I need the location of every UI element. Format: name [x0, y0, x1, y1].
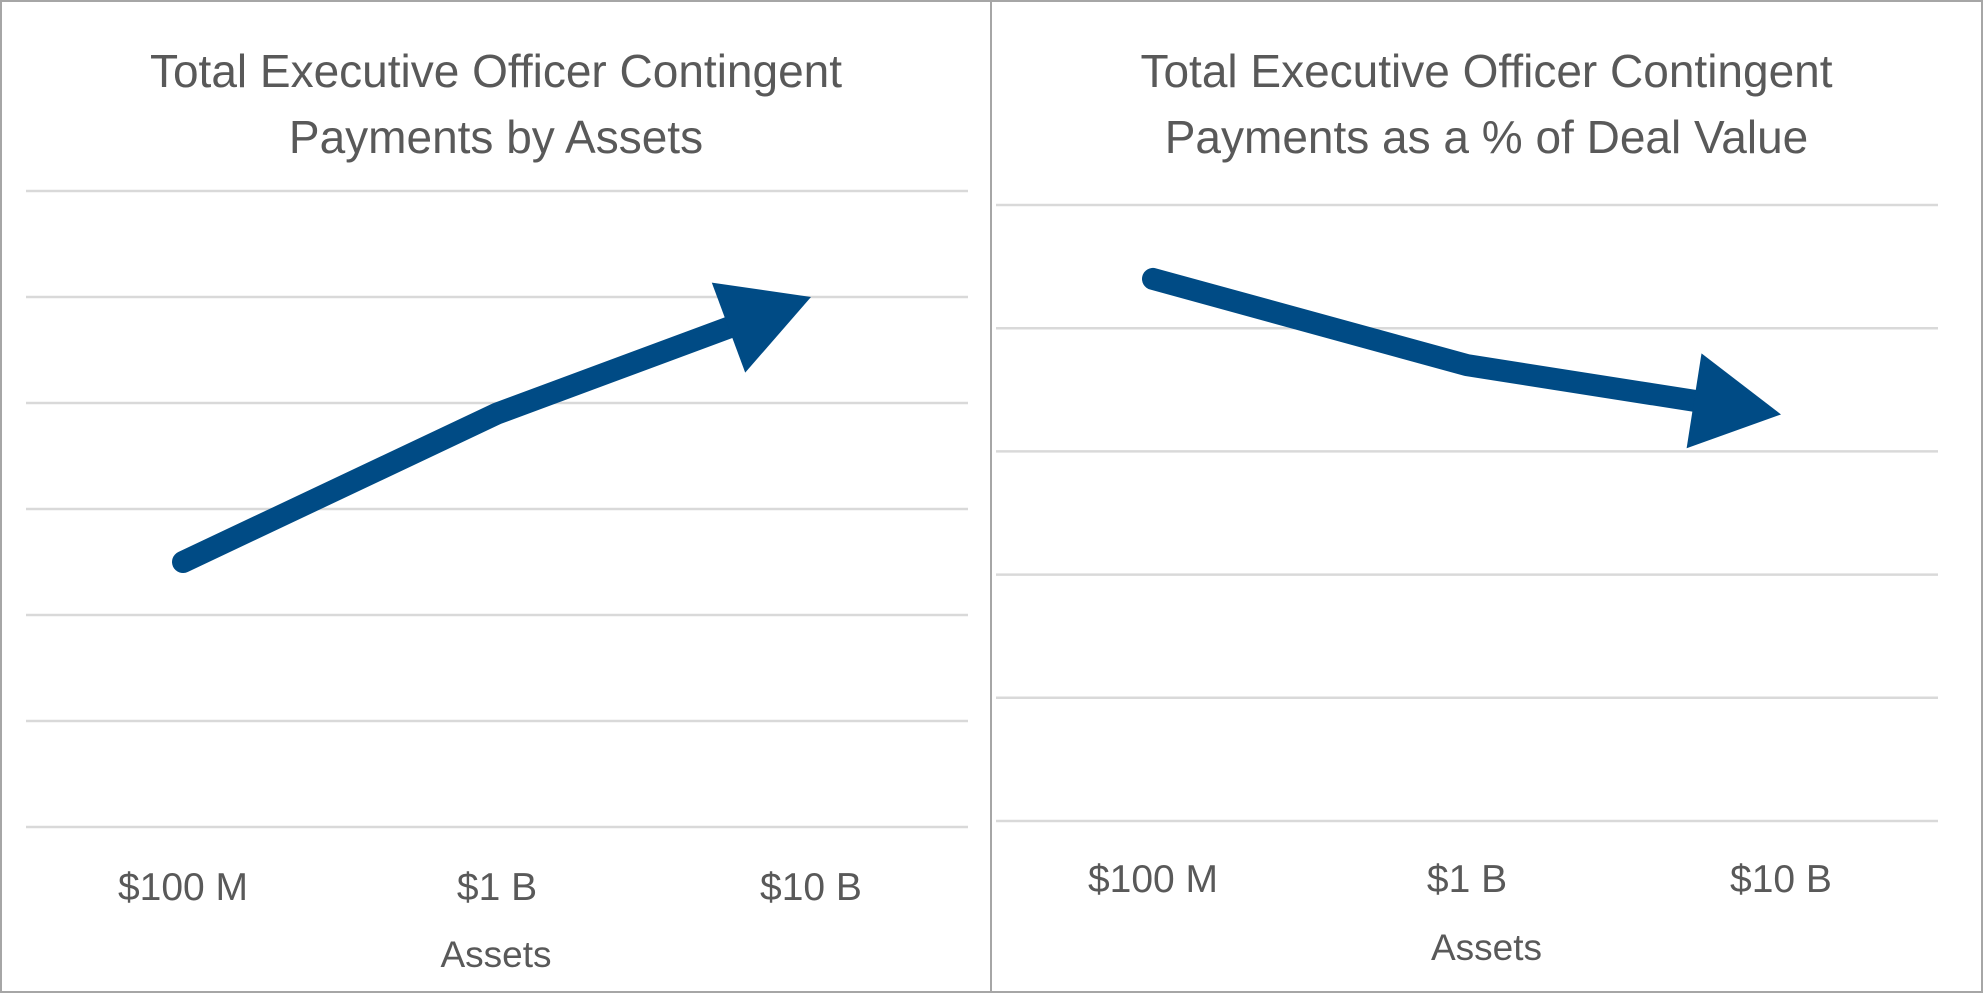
chart-title: Total Executive Officer Contingent Payme…	[149, 45, 843, 163]
chart-panel-assets: Total Executive Officer Contingent Payme…	[0, 0, 992, 993]
x-axis-label: Assets	[440, 934, 552, 975]
chart-panel-deal-value: Total Executive Officer Contingent Payme…	[990, 0, 1983, 993]
x-tick-label: $1 B	[1427, 858, 1507, 901]
series-line	[172, 316, 740, 573]
x-tick-label: $10 B	[1730, 858, 1832, 901]
chart-plot-area: $100 M $1 B $10 B	[996, 203, 1938, 901]
x-tick-label: $100 M	[118, 866, 248, 909]
series-line	[1142, 267, 1706, 412]
arrowhead-data-point	[1686, 353, 1781, 449]
chart-plot-area: $100 M $1 B $10 B	[26, 189, 968, 909]
chart-title: Total Executive Officer Contingent Payme…	[1140, 45, 1833, 163]
arrowhead-data-point	[711, 282, 811, 373]
x-tick-label: $10 B	[760, 866, 862, 909]
x-tick-label: $100 M	[1088, 858, 1218, 901]
x-tick-label: $1 B	[457, 866, 537, 909]
x-axis-label: Assets	[1430, 927, 1543, 968]
